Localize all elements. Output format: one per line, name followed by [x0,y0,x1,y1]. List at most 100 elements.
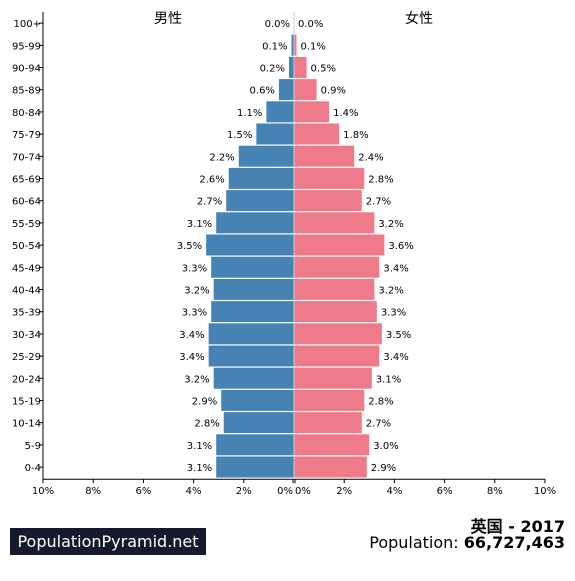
female-value-label: 3.1% [376,374,401,385]
age-group-label: 65-69 [12,175,41,186]
male-bar [221,389,294,411]
female-value-label: 3.0% [373,441,398,452]
male-bar [206,234,294,256]
female-value-label: 3.3% [381,308,406,319]
female-bar [294,167,365,189]
female-value-label: 2.8% [368,397,393,408]
male-value-label: 0.2% [260,64,285,75]
male-value-label: 0.0% [265,19,290,30]
male-value-label: 2.9% [192,397,217,408]
population-pyramid-chart: 0.0% 0.0% 0.1% 0.1% 0.2% 0.5% 0.6% 0.9% 1.1% 1.4%… [12,10,556,497]
male-bar [211,301,294,323]
male-bar [291,34,294,56]
x-tick-label: 6% [135,486,151,497]
population-label: Population: [369,533,459,552]
female-bar [294,345,380,367]
female-bar [294,456,367,478]
male-bar [208,323,294,345]
female-value-label: 0.5% [311,64,336,75]
male-bar [216,456,294,478]
age-group-label: 0-4 [25,463,41,474]
age-group-label: 85-89 [12,86,41,97]
male-value-label: 3.1% [187,463,212,474]
female-value-label: 3.2% [378,286,403,297]
male-value-label: 2.8% [194,419,219,430]
male-value-label: 3.4% [179,330,204,341]
male-bar [223,412,294,434]
male-value-label: 3.5% [177,241,202,252]
male-value-label: 3.4% [179,352,204,363]
male-bar [216,434,294,456]
female-value-label: 0.0% [298,19,323,30]
age-group-label: 70-74 [12,152,41,163]
female-value-label: 2.9% [371,463,396,474]
male-bar [278,79,294,101]
male-bar [208,345,294,367]
male-value-label: 3.1% [187,219,212,230]
x-tick-label: 8% [487,486,503,497]
male-value-label: 3.3% [182,263,207,274]
female-bar [294,56,307,78]
age-group-label: 30-34 [12,330,41,341]
male-bar [226,190,294,212]
female-value-label: 1.4% [333,108,358,119]
female-value-label: 2.8% [368,175,393,186]
x-tick-label: 10% [32,486,54,497]
female-value-label: 1.8% [343,130,368,141]
male-value-label: 3.3% [182,308,207,319]
female-bar [294,278,375,300]
female-bar [294,145,355,167]
female-value-label: 3.6% [388,241,413,252]
female-value-label: 3.4% [383,352,408,363]
age-group-label: 40-44 [12,286,41,297]
female-bar [294,190,362,212]
age-group-label: 55-59 [12,219,41,230]
age-group-label: 80-84 [12,108,41,119]
female-bar [294,389,365,411]
age-group-label: 15-19 [12,397,41,408]
female-value-label: 3.5% [386,330,411,341]
male-value-label: 1.5% [227,130,252,141]
age-group-label: 10-14 [12,419,41,430]
female-bar [294,123,340,145]
population-line: Population: 66,727,463 [369,533,565,552]
x-tick-label: 4% [186,486,202,497]
male-bar [213,278,294,300]
male-value-label: 2.2% [209,152,234,163]
x-tick-label: 4% [386,486,402,497]
male-value-label: 3.2% [184,374,209,385]
male-bar [216,212,294,234]
male-value-label: 2.6% [199,175,224,186]
age-group-label: 100+ [14,19,41,30]
female-value-label: 2.7% [366,197,391,208]
age-group-label: 50-54 [12,241,41,252]
female-bar [294,101,330,123]
age-group-label: 75-79 [12,130,41,141]
male-bar [211,256,294,278]
female-bar [294,301,377,323]
female-value-label: 3.2% [378,219,403,230]
male-value-label: 0.6% [250,86,275,97]
age-group-label: 90-94 [12,64,41,75]
brand-logo[interactable]: PopulationPyramid.net [10,528,206,555]
male-bar [256,123,294,145]
female-bar [294,323,382,345]
x-tick-label: 6% [437,486,453,497]
bars-layer: 0.0% 0.0% 0.1% 0.1% 0.2% 0.5% 0.6% 0.9% 1.1% 1.4%… [177,19,414,478]
female-bar [294,212,375,234]
male-title: 男性 [154,11,182,27]
x-tick-label: 2% [336,486,352,497]
male-value-label: 3.1% [187,441,212,452]
age-group-label: 45-49 [12,263,41,274]
age-group-label: 20-24 [12,374,41,385]
axis-layer: 100+ 95-99 90-94 85-89 80-84 75-79 70-74 65-69 6… [12,12,556,497]
female-value-label: 2.4% [358,152,383,163]
female-bar [294,367,372,389]
x-tick-label: 10% [534,486,556,497]
male-value-label: 3.2% [184,286,209,297]
female-value-label: 0.1% [301,41,326,52]
x-tick-label: 0% [295,486,311,497]
male-bar [213,367,294,389]
male-value-label: 0.1% [262,41,287,52]
age-group-label: 35-39 [12,308,41,319]
